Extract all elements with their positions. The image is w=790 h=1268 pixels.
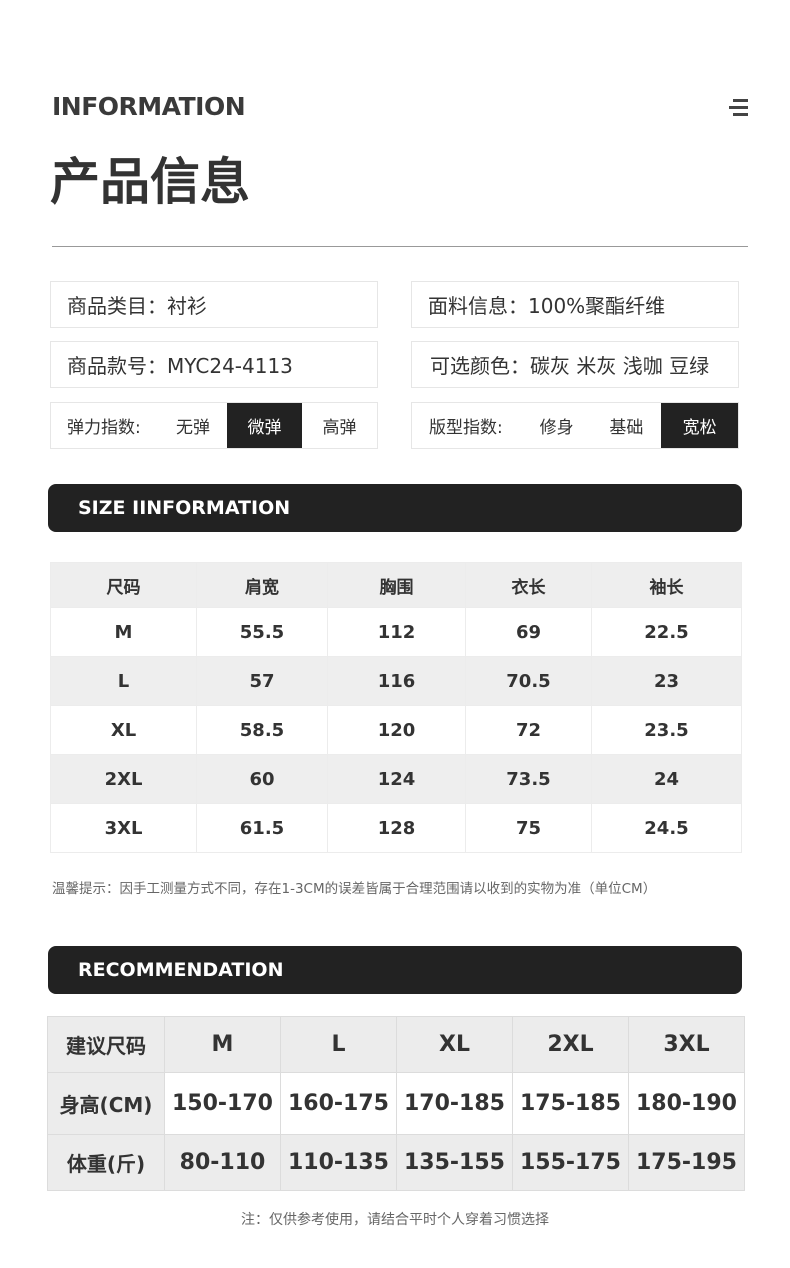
- model-field: 商品款号：MYC24-4113: [50, 341, 378, 388]
- divider: [52, 246, 748, 247]
- table-cell: 124: [327, 754, 466, 804]
- recommendation-note: 注：仅供参考使用，请结合平时个人穿着习惯选择: [241, 1212, 549, 1228]
- table-cell: 身高(CM): [47, 1072, 165, 1135]
- header-cell: 胸围: [327, 562, 466, 608]
- table-cell: 175-195: [628, 1134, 745, 1191]
- table-cell: 24.5: [591, 803, 742, 853]
- table-cell: 2XL: [50, 754, 197, 804]
- header-cell: 肩宽: [196, 562, 328, 608]
- table-cell: 150-170: [164, 1072, 281, 1135]
- elasticity-label: 弹力指数:: [67, 418, 141, 438]
- table-cell: 2XL: [512, 1016, 629, 1073]
- table-row: M 55.5 112 69 22.5: [50, 607, 742, 657]
- table-cell: 23.5: [591, 705, 742, 755]
- menu-icon[interactable]: [728, 99, 748, 117]
- table-row: 身高(CM) 150-170 160-175 170-185 175-185 180-19…: [47, 1072, 745, 1135]
- table-row: L 57 116 70.5 23: [50, 656, 742, 706]
- table-cell: 61.5: [196, 803, 328, 853]
- table-row: 体重(斤) 80-110 110-135 135-155 155-175 175-195: [47, 1134, 745, 1191]
- fit-option: 修身: [539, 418, 574, 438]
- fit-label: 版型指数:: [429, 418, 503, 438]
- table-cell: 73.5: [465, 754, 592, 804]
- table-cell: 55.5: [196, 607, 328, 657]
- size-table: 尺码 肩宽 胸围 衣长 袖长 M 55.5 112 69 22.5 L 57 116 70.5 2…: [50, 562, 742, 853]
- table-row: XL 58.5 120 72 23.5: [50, 705, 742, 755]
- header-cell: 尺码: [50, 562, 197, 608]
- table-cell: M: [50, 607, 197, 657]
- table-cell: 135-155: [396, 1134, 513, 1191]
- category-field: 商品类目：衬衫: [50, 281, 378, 328]
- info-en-title: INFORMATION: [52, 92, 246, 121]
- fit-option: 基础: [609, 418, 644, 438]
- header-cell: 袖长: [591, 562, 742, 608]
- elasticity-option: 高弹: [322, 418, 357, 438]
- size-note: 温馨提示：因手工测量方式不同，存在1-3CM的误差皆属于合理范围请以收到的实物为…: [52, 881, 657, 897]
- table-cell: 170-185: [396, 1072, 513, 1135]
- elasticity-option: 无弹: [176, 418, 210, 438]
- table-cell: 58.5: [196, 705, 328, 755]
- table-cell: 69: [465, 607, 592, 657]
- table-cell: 23: [591, 656, 742, 706]
- table-cell: 72: [465, 705, 592, 755]
- table-cell: 70.5: [465, 656, 592, 706]
- recommendation-section-header: RECOMMENDATION: [48, 946, 742, 994]
- table-cell: 3XL: [50, 803, 197, 853]
- table-header-row: 尺码 肩宽 胸围 衣长 袖长: [50, 562, 742, 608]
- table-row: 2XL 60 124 73.5 24: [50, 754, 742, 804]
- fit-option-selected: 宽松: [661, 403, 739, 448]
- table-cell: 120: [327, 705, 466, 755]
- table-cell: 110-135: [280, 1134, 397, 1191]
- table-cell: 175-185: [512, 1072, 629, 1135]
- header-cell: 衣长: [465, 562, 592, 608]
- table-cell: 24: [591, 754, 742, 804]
- table-cell: XL: [50, 705, 197, 755]
- table-row: 3XL 61.5 128 75 24.5: [50, 803, 742, 853]
- table-cell: L: [50, 656, 197, 706]
- table-cell: 80-110: [164, 1134, 281, 1191]
- table-cell: 建议尺码: [47, 1016, 165, 1073]
- table-cell: 体重(斤): [47, 1134, 165, 1191]
- colors-field: 可选颜色：碳灰 米灰 浅咖 豆绿: [411, 341, 739, 388]
- table-cell: 22.5: [591, 607, 742, 657]
- elasticity-option-selected: 微弹: [227, 403, 302, 448]
- size-section-header: SIZE IINFORMATION: [48, 484, 742, 532]
- table-cell: 112: [327, 607, 466, 657]
- table-cell: 128: [327, 803, 466, 853]
- table-cell: 57: [196, 656, 328, 706]
- recommendation-table: 建议尺码 M L XL 2XL 3XL 身高(CM) 150-170 160-175 170-18…: [47, 1016, 745, 1191]
- table-cell: 116: [327, 656, 466, 706]
- elasticity-index: 弹力指数: 无弹 微弹 高弹: [50, 402, 378, 449]
- table-cell: 60: [196, 754, 328, 804]
- fabric-field: 面料信息：100%聚酯纤维: [411, 281, 739, 328]
- table-cell: XL: [396, 1016, 513, 1073]
- fit-index: 版型指数: 修身 基础 宽松: [411, 402, 739, 449]
- table-cell: 160-175: [280, 1072, 397, 1135]
- info-cn-title: 产品信息: [50, 153, 250, 211]
- table-cell: 180-190: [628, 1072, 745, 1135]
- table-cell: L: [280, 1016, 397, 1073]
- table-cell: 3XL: [628, 1016, 745, 1073]
- table-cell: 155-175: [512, 1134, 629, 1191]
- table-cell: 75: [465, 803, 592, 853]
- table-row: 建议尺码 M L XL 2XL 3XL: [47, 1016, 745, 1073]
- table-cell: M: [164, 1016, 281, 1073]
